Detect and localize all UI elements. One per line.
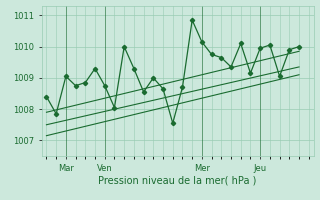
X-axis label: Pression niveau de la mer( hPa ): Pression niveau de la mer( hPa ) bbox=[99, 175, 257, 185]
